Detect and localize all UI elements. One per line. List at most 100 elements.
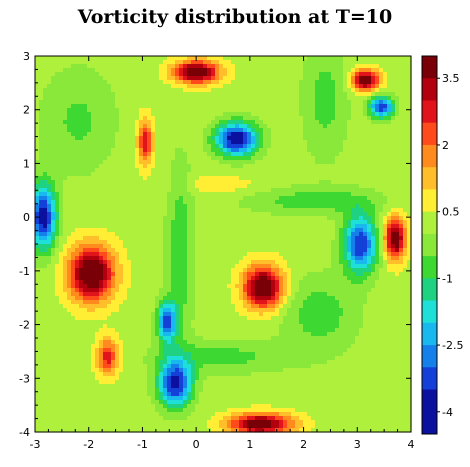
field-cell	[167, 76, 172, 81]
field-cell	[355, 236, 360, 241]
field-cell	[375, 68, 380, 73]
field-cell	[227, 204, 232, 209]
field-cell	[279, 60, 284, 65]
field-cell	[147, 204, 152, 209]
field-cell	[63, 180, 68, 185]
field-cell	[151, 144, 156, 149]
field-cell	[347, 208, 352, 213]
field-cell	[391, 120, 396, 125]
field-cell	[199, 128, 204, 133]
field-cell	[315, 204, 320, 209]
field-cell	[87, 116, 92, 121]
field-cell	[111, 156, 116, 161]
field-cell	[143, 88, 148, 93]
field-cell	[55, 216, 60, 221]
field-cell	[283, 92, 288, 97]
field-cell	[47, 68, 52, 73]
field-cell	[339, 252, 344, 257]
field-cell	[203, 76, 208, 81]
field-cell	[207, 216, 212, 221]
field-cell	[95, 64, 100, 69]
field-cell	[243, 260, 248, 265]
field-cell	[319, 132, 324, 137]
field-cell	[263, 236, 268, 241]
field-cell	[211, 148, 216, 153]
field-cell	[91, 180, 96, 185]
field-cell	[71, 96, 76, 101]
field-cell	[71, 160, 76, 165]
field-cell	[307, 180, 312, 185]
field-cell	[251, 124, 256, 129]
field-cell	[111, 100, 116, 105]
field-cell	[207, 172, 212, 177]
field-cell	[391, 148, 396, 153]
field-cell	[107, 232, 112, 237]
field-cell	[103, 152, 108, 157]
field-cell	[343, 64, 348, 69]
field-cell	[407, 244, 412, 249]
field-cell	[187, 136, 192, 141]
field-cell	[383, 208, 388, 213]
field-cell	[159, 124, 164, 129]
field-cell	[83, 156, 88, 161]
field-cell	[259, 260, 264, 265]
field-cell	[187, 76, 192, 81]
field-cell	[263, 208, 268, 213]
field-cell	[347, 240, 352, 245]
field-cell	[211, 160, 216, 165]
field-cell	[183, 224, 188, 229]
field-cell	[87, 188, 92, 193]
field-cell	[335, 168, 340, 173]
field-cell	[403, 72, 408, 77]
field-cell	[215, 80, 220, 85]
field-cell	[231, 124, 236, 129]
field-cell	[287, 256, 292, 261]
field-cell	[311, 192, 316, 197]
field-cell	[107, 60, 112, 65]
field-cell	[379, 224, 384, 229]
field-cell	[279, 88, 284, 93]
field-cell	[231, 140, 236, 145]
field-cell	[199, 224, 204, 229]
field-cell	[59, 144, 64, 149]
field-cell	[59, 56, 64, 61]
field-cell	[67, 236, 72, 241]
field-cell	[275, 100, 280, 105]
field-cell	[379, 152, 384, 157]
field-cell	[403, 108, 408, 113]
field-cell	[203, 80, 208, 85]
field-cell	[203, 84, 208, 89]
field-cell	[63, 232, 68, 237]
field-cell	[191, 112, 196, 117]
field-cell	[51, 248, 56, 253]
field-cell	[127, 204, 132, 209]
field-cell	[267, 96, 272, 101]
field-cell	[251, 264, 256, 269]
field-cell	[47, 244, 52, 249]
field-cell	[367, 152, 372, 157]
field-cell	[375, 264, 380, 269]
field-cell	[55, 136, 60, 141]
field-cell	[375, 128, 380, 133]
field-cell	[399, 164, 404, 169]
field-cell	[139, 152, 144, 157]
field-cell	[67, 196, 72, 201]
field-cell	[239, 236, 244, 241]
field-cell	[167, 124, 172, 129]
field-cell	[39, 120, 44, 125]
field-cell	[235, 132, 240, 137]
field-cell	[51, 208, 56, 213]
field-cell	[127, 76, 132, 81]
field-cell	[191, 60, 196, 65]
field-cell	[347, 88, 352, 93]
field-cell	[139, 156, 144, 161]
field-cell	[47, 60, 52, 65]
field-cell	[135, 256, 140, 261]
field-cell	[347, 192, 352, 197]
field-cell	[383, 120, 388, 125]
field-cell	[383, 220, 388, 225]
field-cell	[163, 172, 168, 177]
field-cell	[159, 224, 164, 229]
field-cell	[291, 248, 296, 253]
field-cell	[119, 124, 124, 129]
